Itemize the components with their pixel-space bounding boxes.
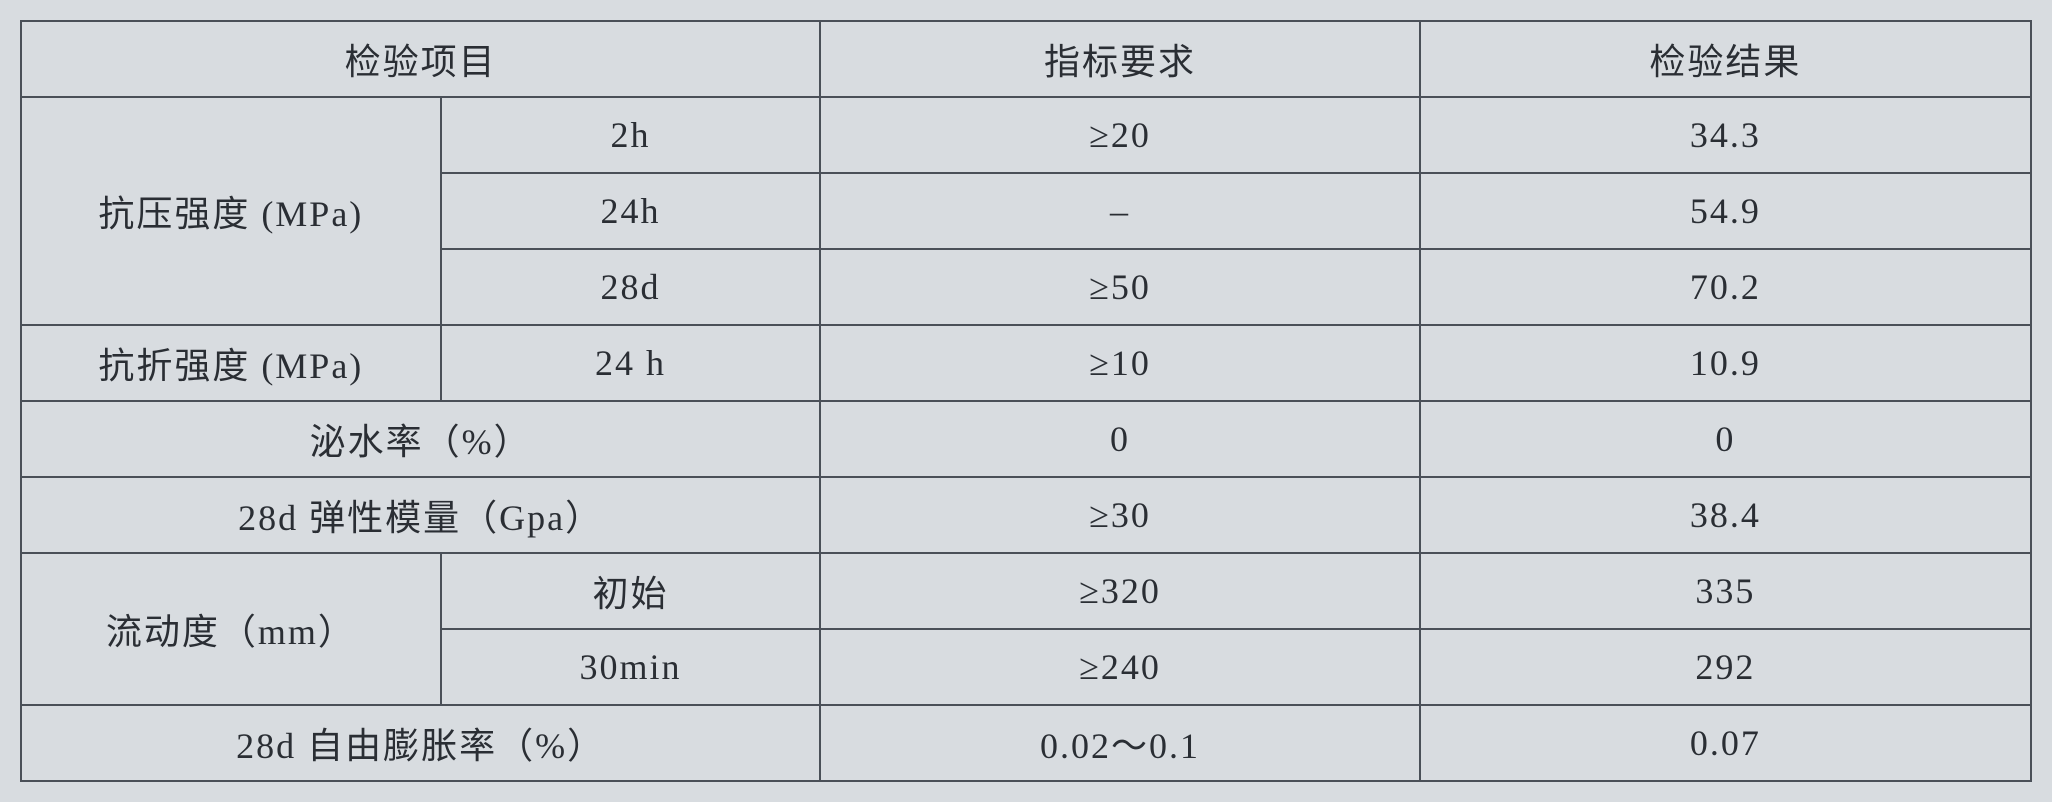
compressive-2h-res: 34.3 [1420, 97, 2031, 173]
compressive-2h-req: ≥20 [820, 97, 1419, 173]
bleeding-rate-req: 0 [820, 401, 1419, 477]
table-row: 28d 弹性模量（Gpa） ≥30 38.4 [21, 477, 2031, 553]
table-row: 28d 自由膨胀率（%） 0.02～0.1 0.07 [21, 705, 2031, 781]
table-row: 泌水率（%） 0 0 [21, 401, 2031, 477]
table-row: 抗压强度 (MPa) 2h ≥20 34.3 [21, 97, 2031, 173]
elastic-modulus-label: 28d 弹性模量（Gpa） [21, 477, 820, 553]
compressive-24h-sub: 24h [441, 173, 821, 249]
bleeding-rate-res: 0 [1420, 401, 2031, 477]
fluidity-initial-res: 335 [1420, 553, 2031, 629]
compressive-28d-req: ≥50 [820, 249, 1419, 325]
table-row: 流动度（mm） 初始 ≥320 335 [21, 553, 2031, 629]
table-header-row: 检验项目 指标要求 检验结果 [21, 21, 2031, 97]
expansion-rate-req: 0.02～0.1 [820, 705, 1419, 781]
expansion-rate-res: 0.07 [1420, 705, 2031, 781]
flexural-strength-label: 抗折强度 (MPa) [21, 325, 441, 401]
header-item: 检验项目 [21, 21, 820, 97]
fluidity-initial-sub: 初始 [441, 553, 821, 629]
bleeding-rate-label: 泌水率（%） [21, 401, 820, 477]
fluidity-label: 流动度（mm） [21, 553, 441, 705]
fluidity-30min-req: ≥240 [820, 629, 1419, 705]
header-requirement: 指标要求 [820, 21, 1419, 97]
compressive-strength-label: 抗压强度 (MPa) [21, 97, 441, 325]
table-row: 抗折强度 (MPa) 24 h ≥10 10.9 [21, 325, 2031, 401]
expansion-rate-label: 28d 自由膨胀率（%） [21, 705, 820, 781]
compressive-24h-res: 54.9 [1420, 173, 2031, 249]
flexural-24h-req: ≥10 [820, 325, 1419, 401]
compressive-28d-res: 70.2 [1420, 249, 2031, 325]
flexural-24h-sub: 24 h [441, 325, 821, 401]
compressive-2h-sub: 2h [441, 97, 821, 173]
flexural-24h-res: 10.9 [1420, 325, 2031, 401]
elastic-modulus-res: 38.4 [1420, 477, 2031, 553]
header-result: 检验结果 [1420, 21, 2031, 97]
fluidity-30min-sub: 30min [441, 629, 821, 705]
elastic-modulus-req: ≥30 [820, 477, 1419, 553]
fluidity-30min-res: 292 [1420, 629, 2031, 705]
inspection-results-table: 检验项目 指标要求 检验结果 抗压强度 (MPa) 2h ≥20 34.3 24… [20, 20, 2032, 782]
fluidity-initial-req: ≥320 [820, 553, 1419, 629]
compressive-24h-req: – [820, 173, 1419, 249]
compressive-28d-sub: 28d [441, 249, 821, 325]
